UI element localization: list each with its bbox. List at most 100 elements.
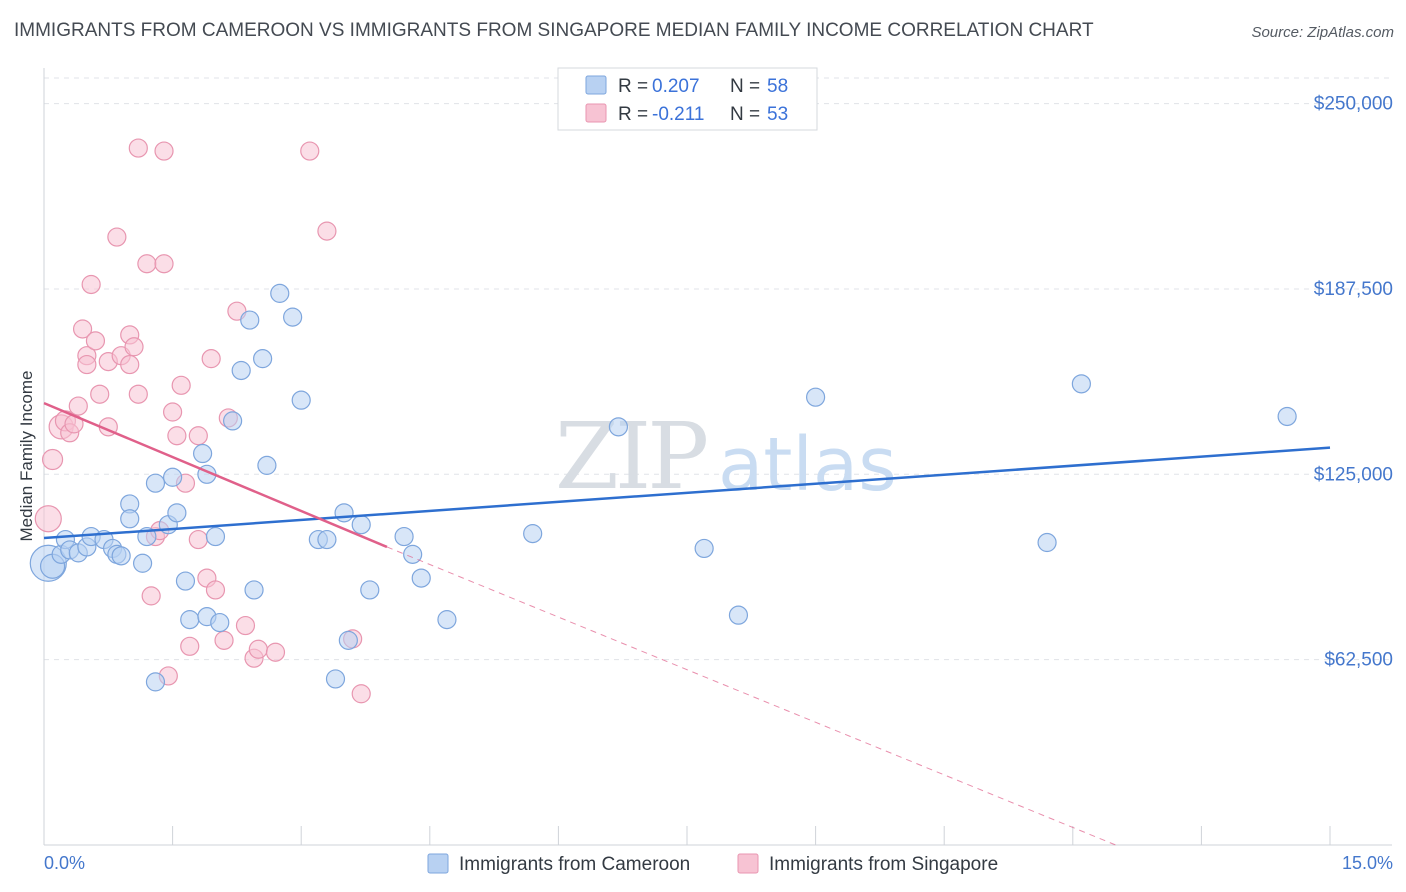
legend-n-label-1: N = [730, 76, 760, 97]
point-cameroon-21 [175, 571, 196, 591]
legend-r-value-2: -0.211 [652, 104, 704, 125]
y-tick-label-1: $125,000 [1314, 464, 1393, 485]
point-singapore-20 [128, 384, 148, 404]
point-cameroon-35 [283, 307, 303, 327]
point-singapore-1 [41, 448, 64, 471]
chart-title: IMMIGRANTS FROM CAMEROON VS IMMIGRANTS F… [14, 20, 1094, 41]
point-cameroon-45 [403, 544, 423, 564]
point-singapore-48 [351, 684, 371, 704]
legend: R = 0.207 N = 58 R = -0.211 N = 53 [557, 67, 818, 131]
legend-r-label-2: R = [618, 104, 648, 125]
y-tick-label-0: $62,500 [1324, 650, 1393, 671]
point-singapore-30 [171, 375, 191, 395]
point-singapore-37 [205, 580, 226, 600]
trend-line-singapore [43, 401, 388, 549]
trend-line-cameroon [43, 446, 1331, 540]
series-singapore-points [34, 138, 371, 704]
point-singapore-0 [34, 505, 62, 533]
point-singapore-33 [188, 529, 208, 550]
point-cameroon-41 [338, 630, 358, 650]
point-cameroon-51 [728, 605, 749, 625]
point-singapore-21 [128, 138, 148, 158]
x-ticks [172, 826, 1331, 845]
point-singapore-19 [124, 337, 144, 357]
point-cameroon-36 [291, 390, 311, 410]
point-cameroon-52 [805, 387, 826, 407]
watermark: ZIP atlas [555, 403, 897, 510]
point-cameroon-23 [193, 443, 213, 464]
point-cameroon-19 [163, 467, 183, 487]
point-singapore-23 [141, 586, 161, 606]
bottom-legend-label-singapore: Immigrants from Singapore [769, 854, 998, 875]
point-cameroon-34 [270, 283, 290, 303]
point-singapore-7 [72, 319, 93, 339]
trend-lines [43, 401, 1331, 846]
y-axis-title: Median Family Income [17, 370, 36, 541]
point-singapore-45 [300, 141, 320, 161]
point-singapore-32 [180, 636, 200, 656]
point-cameroon-53 [1037, 532, 1057, 553]
watermark-atlas: atlas [718, 422, 897, 508]
point-singapore-43 [248, 639, 268, 659]
point-singapore-18 [120, 354, 140, 375]
trend-line-singapore-extension [386, 546, 1116, 846]
point-cameroon-38 [317, 529, 337, 550]
point-singapore-34 [188, 426, 208, 446]
point-cameroon-29 [231, 360, 251, 381]
bottom-legend-swatch-cameroon [427, 853, 449, 874]
x-tick-label-max: 15.0% [1342, 853, 1393, 873]
point-singapore-15 [107, 227, 127, 247]
point-cameroon-14 [132, 553, 153, 573]
point-cameroon-46 [411, 568, 431, 588]
y-tick-label-3: $250,000 [1314, 94, 1393, 115]
x-tick-label-min: 0.0% [44, 853, 85, 873]
point-singapore-29 [167, 426, 187, 446]
point-cameroon-31 [244, 580, 264, 600]
point-singapore-22 [137, 254, 157, 274]
point-cameroon-32 [253, 349, 273, 369]
point-cameroon-54 [1071, 374, 1091, 394]
point-singapore-26 [154, 254, 174, 274]
point-singapore-49 [154, 141, 174, 161]
point-cameroon-44 [394, 526, 414, 547]
point-cameroon-17 [145, 473, 166, 493]
point-cameroon-28 [223, 411, 243, 431]
y-tick-labels: $62,500 $125,000 $187,500 $250,000 [1314, 94, 1393, 671]
bottom-legend: Immigrants from Cameroon Immigrants from… [427, 853, 998, 875]
legend-swatch-singapore [585, 103, 607, 123]
point-cameroon-11 [111, 546, 131, 566]
legend-r-value-1: 0.207 [652, 76, 700, 97]
point-cameroon-50 [694, 538, 714, 559]
point-singapore-10 [81, 274, 101, 295]
point-cameroon-26 [205, 526, 226, 547]
point-cameroon-49 [608, 417, 629, 437]
bottom-legend-label-cameroon: Immigrants from Cameroon [459, 854, 690, 875]
point-cameroon-30 [240, 310, 260, 330]
point-singapore-36 [201, 349, 221, 369]
point-singapore-28 [163, 402, 183, 422]
point-cameroon-40 [334, 503, 354, 523]
point-singapore-46 [317, 221, 337, 241]
point-cameroon-42 [351, 515, 371, 535]
point-cameroon-22 [180, 610, 200, 630]
point-cameroon-55 [1277, 406, 1297, 427]
point-cameroon-16 [145, 672, 166, 692]
point-cameroon-43 [360, 580, 380, 600]
point-cameroon-13 [120, 509, 140, 529]
point-singapore-11 [85, 331, 106, 351]
point-singapore-41 [235, 615, 256, 636]
point-cameroon-33 [257, 455, 277, 475]
point-cameroon-27 [210, 612, 230, 633]
point-singapore-38 [214, 630, 234, 650]
legend-n-value-2: 53 [767, 104, 788, 125]
legend-n-label-2: N = [730, 104, 760, 125]
point-singapore-12 [90, 384, 110, 404]
legend-n-value-1: 58 [767, 76, 788, 97]
bottom-legend-swatch-singapore [737, 853, 759, 874]
point-cameroon-48 [523, 524, 543, 544]
point-singapore-9 [77, 354, 97, 375]
legend-swatch-cameroon [585, 75, 607, 95]
source-label: Source: ZipAtlas.com [1251, 24, 1394, 41]
legend-r-label-1: R = [618, 76, 648, 97]
